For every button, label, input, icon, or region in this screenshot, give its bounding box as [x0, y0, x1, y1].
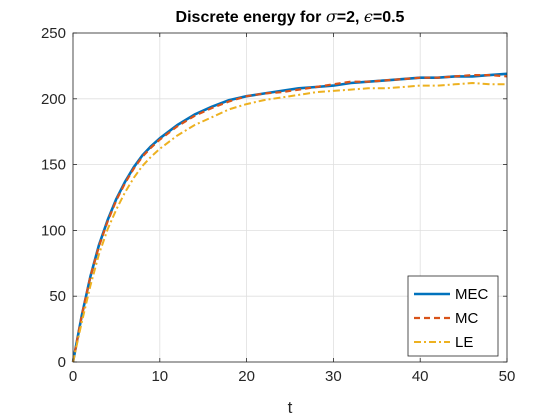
y-tick-label: 250 — [41, 25, 66, 42]
legend-label-le: LE — [455, 334, 473, 351]
title-epsilon-value: =0.5 — [373, 9, 405, 26]
title-sigma-symbol: σ — [326, 7, 338, 26]
series-line-mc — [71, 74, 508, 363]
axes-box — [72, 32, 508, 363]
title-prefix: Discrete energy for — [176, 9, 326, 26]
x-tick-label: 0 — [69, 368, 77, 385]
chart-title: Discrete energy for σ=2, ϵ=0.5 — [176, 7, 405, 26]
y-tick-label: 50 — [49, 288, 66, 305]
ticks — [72, 32, 508, 363]
legend: MEC MC LE — [407, 275, 499, 357]
x-tick-label: 50 — [499, 368, 516, 385]
y-tick-label: 0 — [58, 354, 66, 371]
series-layer — [71, 72, 508, 363]
legend-label-mec: MEC — [455, 286, 489, 303]
title-epsilon-symbol: ϵ — [364, 7, 373, 26]
y-tick-labels: 0 50 100 150 200 250 — [41, 25, 66, 371]
legend-box — [407, 275, 499, 357]
x-tick-label: 10 — [151, 368, 168, 385]
legend-label-mc: MC — [455, 310, 478, 327]
x-tick-labels: 0 10 20 30 40 50 — [69, 368, 516, 385]
title-sigma-value: =2, — [337, 9, 364, 26]
x-tick-label: 20 — [238, 368, 255, 385]
y-tick-label: 200 — [41, 91, 66, 108]
y-tick-label: 150 — [41, 157, 66, 174]
x-axis-label: t — [288, 398, 293, 417]
x-tick-label: 40 — [412, 368, 429, 385]
series-line-le — [72, 82, 507, 363]
y-tick-label: 100 — [41, 222, 66, 239]
x-tick-label: 30 — [325, 368, 342, 385]
